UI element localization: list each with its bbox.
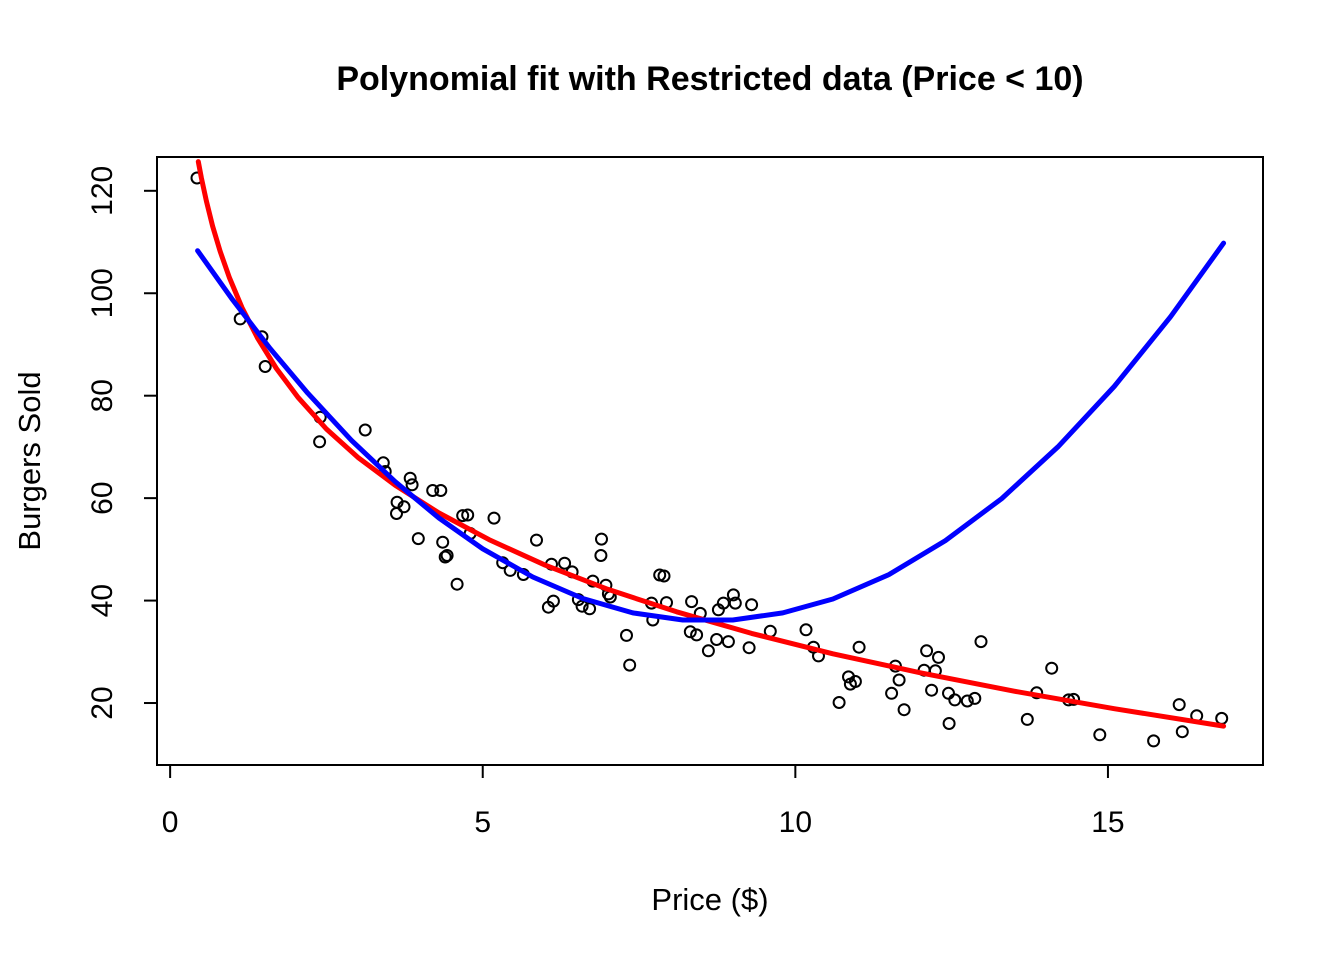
scatter-point <box>1093 728 1107 742</box>
y-axis-title: Burgers Sold <box>12 371 47 550</box>
scatter-point <box>657 569 671 583</box>
scatter-point <box>450 577 464 591</box>
blue-fit-curve <box>195 240 1227 623</box>
x-tick-label: 5 <box>474 806 491 839</box>
y-tick-label: 120 <box>86 166 119 216</box>
scatter-point <box>897 703 911 717</box>
scatter-point <box>925 683 939 697</box>
x-tick-label: 15 <box>1091 806 1124 839</box>
scatter-point <box>403 471 417 485</box>
scatter-point <box>974 635 988 649</box>
scatter-point <box>942 686 955 700</box>
scatter-point <box>685 595 699 609</box>
scatter-point <box>690 628 704 642</box>
scatter-point <box>411 532 425 546</box>
scatter-point <box>960 694 974 708</box>
scatter-point <box>620 628 633 642</box>
scatter-point <box>440 549 454 562</box>
scatter-point <box>1147 734 1161 748</box>
scatter-point <box>948 693 962 707</box>
scatter-point <box>487 511 501 525</box>
scatter-point <box>426 484 440 497</box>
scatter-point <box>745 598 759 612</box>
scatter-point <box>721 635 735 649</box>
red-fit-curve <box>195 159 1227 729</box>
scatter-point <box>546 594 560 608</box>
scatter-point <box>1172 698 1186 712</box>
scatter-point <box>832 696 846 709</box>
scatter-point <box>461 508 475 522</box>
scatter-point <box>594 549 608 562</box>
scatter-point <box>942 717 956 730</box>
y-tick-label: 80 <box>86 379 119 412</box>
x-axis-title: Price ($) <box>651 882 768 917</box>
scatter-point <box>397 500 411 514</box>
scatter-point <box>728 596 742 610</box>
scatter-point <box>595 532 608 546</box>
scatter-point <box>1215 711 1229 725</box>
scatter-point <box>1020 712 1034 726</box>
y-tick-label: 100 <box>86 268 119 318</box>
scatter-point <box>701 644 715 658</box>
scatter-point <box>1045 661 1059 675</box>
scatter-point <box>885 686 899 700</box>
scatter-point <box>390 507 403 520</box>
scatter-point <box>313 435 327 449</box>
scatter-point <box>1175 725 1189 739</box>
y-tick-label: 40 <box>86 584 119 617</box>
scatter-point <box>438 550 452 564</box>
scatter-point <box>710 633 724 646</box>
scatter-point <box>456 509 470 523</box>
scatter-point <box>434 484 448 497</box>
scatter-point <box>436 535 450 549</box>
x-tick-label: 0 <box>162 806 179 839</box>
scatter-point <box>683 625 697 639</box>
scatter-point <box>726 588 740 602</box>
scatter-point <box>843 677 857 691</box>
scatter-point <box>623 658 637 672</box>
scatter-point <box>530 533 543 547</box>
scatter-point <box>405 478 419 492</box>
x-tick-label: 10 <box>779 806 812 839</box>
chart-title: Polynomial fit with Restricted data (Pri… <box>336 60 1083 98</box>
scatter-point <box>968 691 982 705</box>
scatter-point <box>358 423 372 437</box>
scatter-point <box>583 602 597 616</box>
scatter-point <box>258 360 272 373</box>
scatter-point <box>852 640 866 654</box>
plot-border <box>156 156 1264 766</box>
y-tick-label: 20 <box>86 686 119 719</box>
y-tick-label: 60 <box>86 481 119 514</box>
scatter-point <box>892 673 906 687</box>
scatter-point <box>932 650 945 664</box>
scatter-point <box>799 623 813 637</box>
scatter-point <box>920 644 934 658</box>
scatter-point <box>558 556 572 570</box>
scatter-point <box>742 641 756 655</box>
